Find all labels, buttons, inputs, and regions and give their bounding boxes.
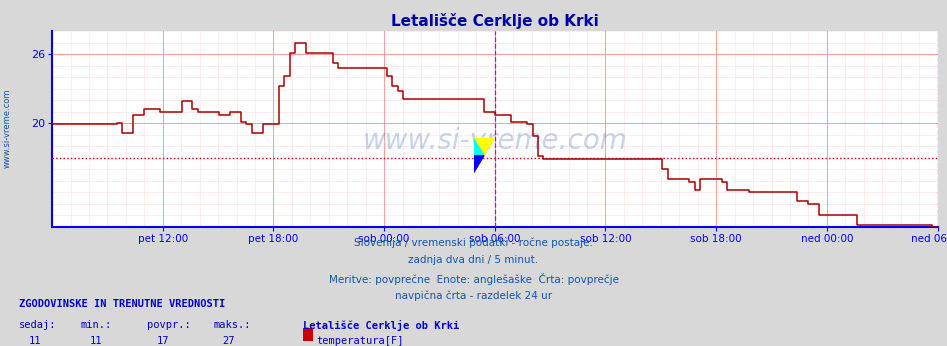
Text: navpična črta - razdelek 24 ur: navpična črta - razdelek 24 ur [395, 291, 552, 301]
Title: Letališče Cerklje ob Krki: Letališče Cerklje ob Krki [391, 12, 599, 29]
Text: temperatura[F]: temperatura[F] [316, 336, 403, 346]
Text: maks.:: maks.: [213, 320, 251, 330]
Text: ZGODOVINSKE IN TRENUTNE VREDNOSTI: ZGODOVINSKE IN TRENUTNE VREDNOSTI [19, 299, 225, 309]
Text: zadnja dva dni / 5 minut.: zadnja dva dni / 5 minut. [408, 255, 539, 265]
Text: 11: 11 [28, 336, 41, 346]
Text: Letališče Cerklje ob Krki: Letališče Cerklje ob Krki [303, 320, 459, 331]
Text: 17: 17 [156, 336, 169, 346]
Text: min.:: min.: [80, 320, 112, 330]
Polygon shape [474, 138, 484, 156]
Text: 11: 11 [90, 336, 102, 346]
Polygon shape [474, 138, 494, 156]
Polygon shape [474, 156, 484, 173]
Text: sedaj:: sedaj: [19, 320, 57, 330]
Text: Meritve: povprečne  Enote: anglešaške  Črta: povprečje: Meritve: povprečne Enote: anglešaške Črt… [329, 273, 618, 285]
Text: povpr.:: povpr.: [147, 320, 190, 330]
Text: www.si-vreme.com: www.si-vreme.com [3, 88, 12, 168]
Text: www.si-vreme.com: www.si-vreme.com [363, 127, 627, 155]
Text: Slovenija / vremenski podatki - ročne postaje.: Slovenija / vremenski podatki - ročne po… [354, 237, 593, 247]
Text: 27: 27 [223, 336, 235, 346]
